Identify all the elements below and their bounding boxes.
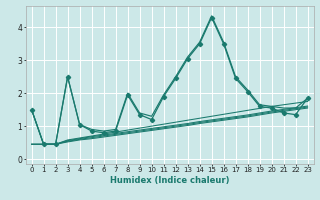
X-axis label: Humidex (Indice chaleur): Humidex (Indice chaleur) bbox=[110, 176, 229, 185]
